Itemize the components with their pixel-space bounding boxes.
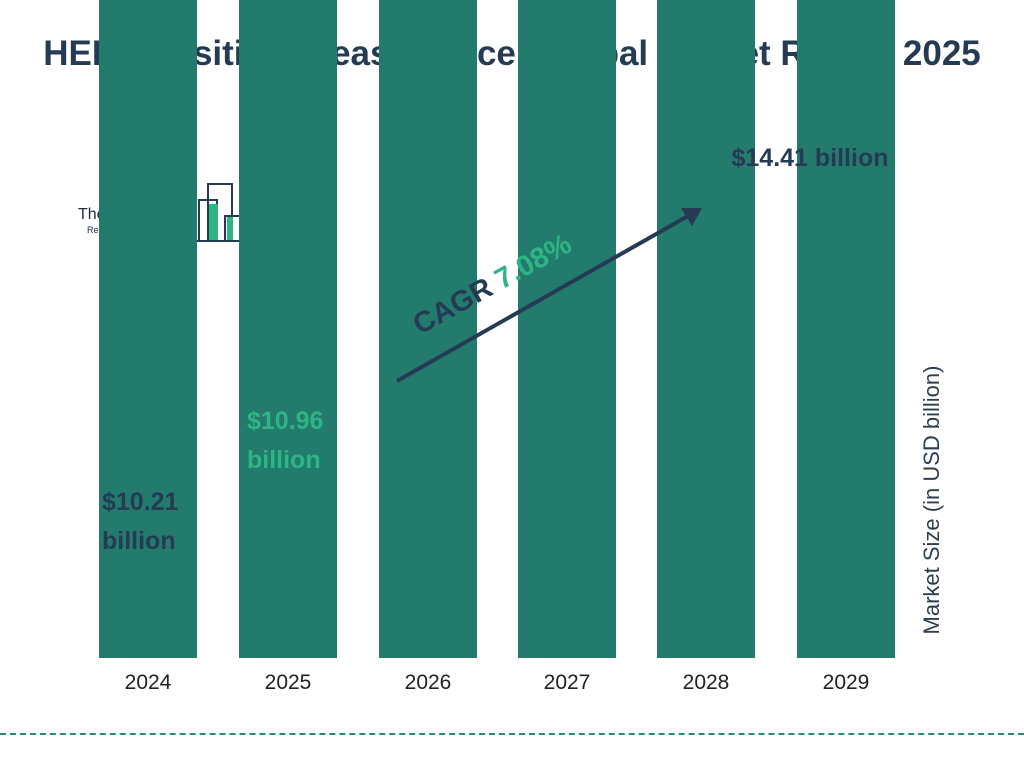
bar-2026 — [379, 0, 477, 659]
bar-2029 — [797, 0, 895, 658]
bar-2028 — [657, 0, 755, 659]
x-tick-label: 2026 — [405, 671, 452, 694]
x-tick-label: 2027 — [544, 671, 591, 694]
bar-2025 — [239, 0, 337, 659]
bar-2027 — [518, 0, 616, 658]
data-label: $14.41 billion — [731, 144, 888, 172]
cagr-arrow-head-icon — [681, 208, 702, 226]
data-label: billion — [102, 527, 176, 555]
x-tick-label: 2028 — [683, 671, 730, 694]
x-tick-label: 2024 — [125, 671, 172, 694]
x-tick-label: 2029 — [823, 671, 870, 694]
bar-2024 — [99, 0, 197, 658]
x-tick-label: 2025 — [265, 671, 312, 694]
bottom-divider — [0, 733, 1024, 735]
y-axis-label: Market Size (in USD billion) — [919, 365, 944, 635]
data-label: $10.21 — [102, 488, 179, 516]
cagr-arrow-line — [396, 214, 689, 383]
data-label: $10.96 — [247, 407, 323, 435]
data-label: billion — [247, 446, 321, 474]
